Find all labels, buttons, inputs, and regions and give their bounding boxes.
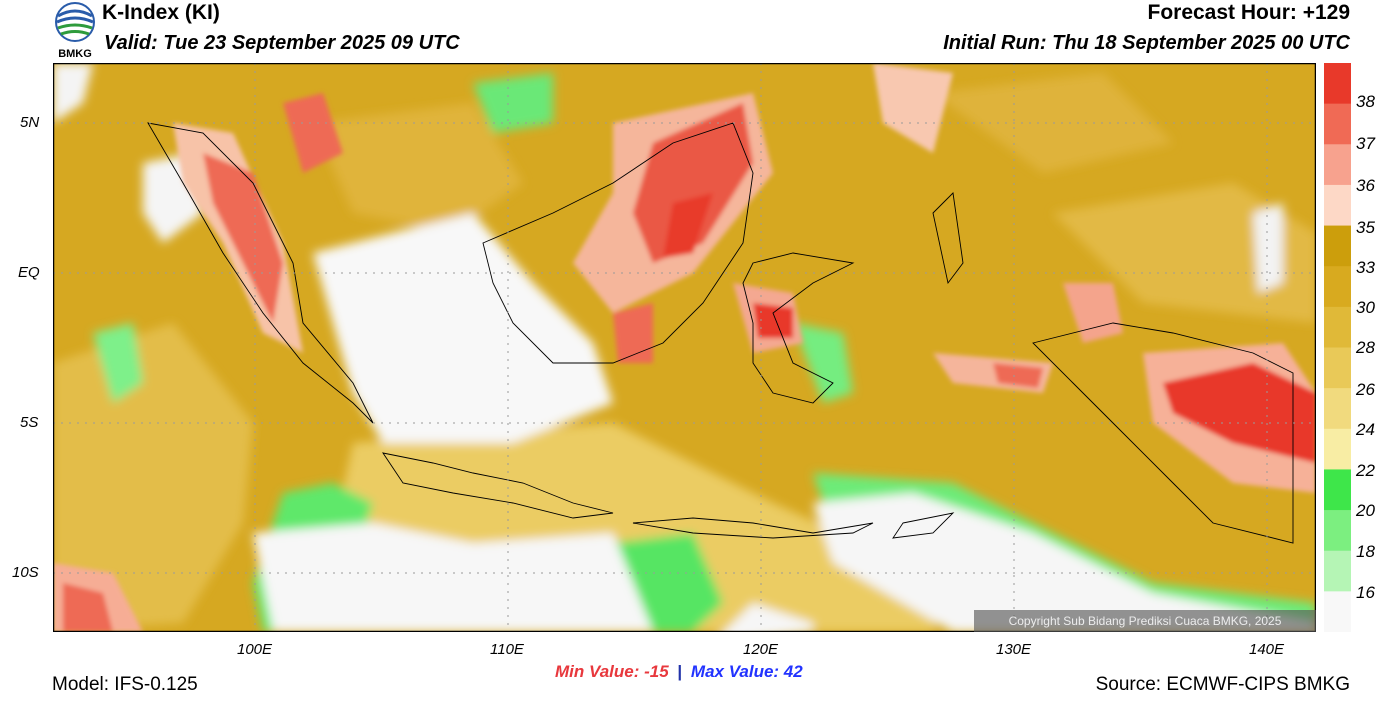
- colorbar-label-33: 33: [1356, 258, 1375, 277]
- colorbar-swatch: [1324, 184, 1351, 227]
- min-max-separator: |: [677, 662, 683, 681]
- lon-label-130e: 130E: [996, 641, 1032, 658]
- colorbar-swatch: [1324, 306, 1351, 348]
- lon-label-120e: 120E: [743, 641, 779, 658]
- colorbar-swatch: [1324, 144, 1351, 186]
- high-ki-layer: [53, 63, 1316, 632]
- colorbar-label-16: 16: [1356, 583, 1375, 602]
- lat-label-10s: 10S: [12, 564, 39, 581]
- k-index-map: [52, 62, 1317, 643]
- lon-label-110e: 110E: [490, 641, 524, 658]
- colorbar-label-36: 36: [1356, 176, 1375, 195]
- colorbar-swatches: [1324, 63, 1351, 633]
- lon-label-140e: 140E: [1249, 641, 1285, 658]
- colorbar-swatch: [1324, 266, 1351, 308]
- colorbar-swatch: [1324, 225, 1351, 267]
- colorbar-label-30: 30: [1356, 298, 1375, 317]
- valid-time: Valid: Tue 23 September 2025 09 UTC: [104, 32, 460, 54]
- colorbar-label-24: 24: [1356, 420, 1375, 439]
- field-layer: [53, 63, 1316, 643]
- colorbar-label-37: 37: [1356, 134, 1375, 153]
- colorbar-label-35: 35: [1356, 218, 1375, 237]
- colorbar-swatch: [1324, 428, 1351, 470]
- bmkg-logo: BMKG: [52, 0, 98, 60]
- page-title: K-Index (KI): [102, 1, 220, 24]
- colorbar-label-18: 18: [1356, 542, 1375, 561]
- colorbar-swatch: [1324, 591, 1351, 633]
- lon-label-100e: 100E: [237, 641, 273, 658]
- colorbar-swatch: [1324, 469, 1351, 511]
- colorbar-label-20: 20: [1356, 501, 1375, 520]
- lat-label-5s: 5S: [20, 414, 39, 431]
- colorbar-swatch: [1324, 510, 1351, 552]
- forecast-hour: Forecast Hour: +129: [1147, 1, 1351, 24]
- logo-text: BMKG: [58, 48, 92, 60]
- copyright-notice: Copyright Sub Bidang Prediksi Cuaca BMKG…: [974, 610, 1316, 632]
- lat-label-eq: EQ: [18, 264, 40, 281]
- colorbar-label-22: 22: [1356, 461, 1375, 480]
- min-max-values: Min Value: -15 | Max Value: 42: [555, 662, 803, 682]
- lat-label-5n: 5N: [20, 114, 40, 131]
- colorbar-label-28: 28: [1356, 338, 1375, 357]
- min-value: Min Value: -15: [555, 662, 669, 681]
- colorbar: [1324, 63, 1351, 633]
- colorbar-swatch: [1324, 103, 1351, 145]
- max-value: Max Value: 42: [690, 662, 803, 681]
- colorbar-swatch: [1324, 63, 1351, 105]
- map-canvas: [52, 62, 1317, 643]
- colorbar-label-38: 38: [1356, 92, 1375, 111]
- colorbar-swatch: [1324, 347, 1351, 389]
- colorbar-label-26: 26: [1356, 380, 1375, 399]
- colorbar-swatch: [1324, 550, 1351, 592]
- colorbar-swatch: [1324, 388, 1351, 430]
- source-label: Source: ECMWF-CIPS BMKG: [1095, 674, 1350, 695]
- model-label: Model: IFS-0.125: [52, 674, 198, 695]
- initial-run: Initial Run: Thu 18 September 2025 00 UT…: [943, 32, 1350, 54]
- bmkg-logo-icon: BMKG: [55, 2, 95, 60]
